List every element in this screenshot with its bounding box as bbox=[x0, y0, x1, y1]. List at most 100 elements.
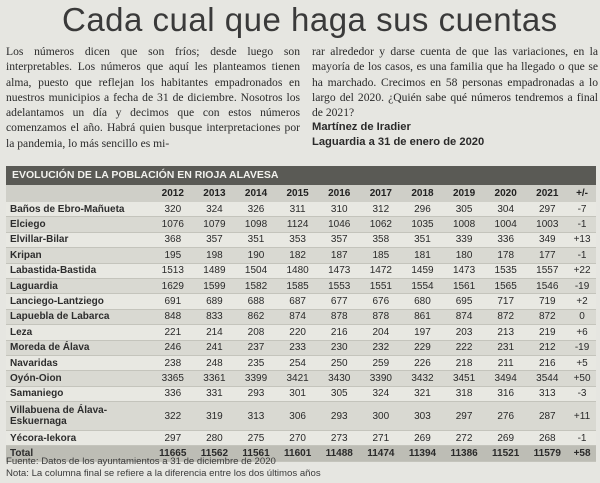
table-cell: 180 bbox=[443, 247, 485, 264]
table-cell: 319 bbox=[193, 401, 236, 432]
table-cell: 3494 bbox=[484, 370, 527, 387]
table-cell: 351 bbox=[235, 232, 277, 249]
table-cell: 1585 bbox=[276, 278, 319, 295]
table-cell: 3430 bbox=[318, 370, 361, 387]
table-cell: 1504 bbox=[235, 263, 277, 279]
table-cell: 687 bbox=[276, 293, 319, 310]
table-cell: 878 bbox=[360, 309, 402, 326]
table-cell: 216 bbox=[526, 355, 569, 372]
table-cell: 316 bbox=[484, 386, 527, 403]
table-cell: 254 bbox=[276, 355, 319, 372]
table-cell: 1003 bbox=[526, 216, 569, 233]
table-cell: -19 bbox=[568, 278, 596, 295]
table-cell: 293 bbox=[235, 386, 277, 403]
table-cell: 861 bbox=[401, 309, 444, 326]
table-cell: 212 bbox=[526, 340, 569, 356]
table-cell: 336 bbox=[152, 386, 194, 403]
header-col: 2015 bbox=[276, 185, 319, 202]
population-table: EVOLUCIÓN DE LA POBLACIÓN EN RIOJA ALAVE… bbox=[6, 166, 596, 462]
table-cell: +50 bbox=[568, 370, 596, 387]
table-cell: 305 bbox=[443, 202, 485, 218]
table-cell: 874 bbox=[443, 309, 485, 326]
table-cell: 3421 bbox=[276, 370, 319, 387]
table-cell: 1046 bbox=[318, 216, 361, 233]
table-cell: -3 bbox=[568, 386, 596, 403]
table-cell: 878 bbox=[318, 309, 361, 326]
table-cell: 1546 bbox=[526, 278, 569, 295]
table-cell: 872 bbox=[526, 309, 569, 326]
table-cell: 1582 bbox=[235, 278, 277, 295]
municipality-name: Elciego bbox=[6, 216, 152, 233]
table-cell: 300 bbox=[360, 401, 402, 432]
table-row: Lanciego-Lantziego 691 689 688 687 677 676 680 6… bbox=[6, 293, 596, 310]
header-municipality bbox=[6, 185, 152, 202]
table-cell: 11394 bbox=[401, 445, 444, 462]
table-cell: 271 bbox=[360, 430, 402, 447]
table-cell: 11488 bbox=[318, 445, 361, 462]
article-column-2: rar alrededor y darse cuenta de que las … bbox=[312, 44, 598, 150]
table-cell: 358 bbox=[360, 232, 402, 249]
table-row: Laguardia 1629 1599 1582 1585 1553 1551 1554 156… bbox=[6, 278, 596, 295]
table-cell: 248 bbox=[193, 355, 236, 372]
table-cell: 312 bbox=[360, 202, 402, 218]
table-cell: 3390 bbox=[360, 370, 402, 387]
table-cell: 1472 bbox=[360, 263, 402, 279]
table-cell: 3361 bbox=[193, 370, 236, 387]
municipality-name: Lapuebla de Labarca bbox=[6, 309, 152, 326]
header-col: 2019 bbox=[443, 185, 485, 202]
table-row: Oyón-Oion 3365 3361 3399 3421 3430 3390 3432 345… bbox=[6, 370, 596, 387]
table-cell: 1513 bbox=[152, 263, 194, 279]
table-cell: 0 bbox=[568, 309, 596, 326]
municipality-name: Oyón-Oion bbox=[6, 370, 152, 387]
table-cell: 1008 bbox=[443, 216, 485, 233]
table-cell: 1062 bbox=[360, 216, 402, 233]
table-cell: 198 bbox=[193, 247, 236, 264]
header-col: 2018 bbox=[401, 185, 444, 202]
table-cell: 680 bbox=[401, 293, 444, 310]
table-cell: 833 bbox=[193, 309, 236, 326]
header-col: 2014 bbox=[235, 185, 277, 202]
table-cell: 3432 bbox=[401, 370, 444, 387]
table-cell: 181 bbox=[401, 247, 444, 264]
table-cell: 848 bbox=[152, 309, 194, 326]
header-col: 2013 bbox=[193, 185, 236, 202]
table-cell: 3399 bbox=[235, 370, 277, 387]
table-cell: 1553 bbox=[318, 278, 361, 295]
article-body: Los números dicen que son fríos; desde l… bbox=[6, 44, 598, 164]
table-cell: 297 bbox=[443, 401, 485, 432]
table-cell: 695 bbox=[443, 293, 485, 310]
table-cell: 311 bbox=[276, 202, 319, 218]
footnotes: Fuente: Datos de los ayuntamientos a 31 … bbox=[6, 456, 596, 480]
table-cell: 187 bbox=[318, 247, 361, 264]
table-cell: 297 bbox=[152, 430, 194, 447]
table-cell: 11521 bbox=[484, 445, 527, 462]
table-cell: 676 bbox=[360, 293, 402, 310]
table-cell: 689 bbox=[193, 293, 236, 310]
header-col: 2017 bbox=[360, 185, 402, 202]
municipality-name: Kripan bbox=[6, 247, 152, 264]
table-cell: +6 bbox=[568, 324, 596, 341]
table-cell: 1076 bbox=[152, 216, 194, 233]
table-cell: 235 bbox=[235, 355, 277, 372]
table-cell: 305 bbox=[318, 386, 361, 403]
table-cell: 688 bbox=[235, 293, 277, 310]
table-row: Yécora-Iekora 297 280 275 270 273 271 269 272 269… bbox=[6, 430, 596, 447]
table-cell: +5 bbox=[568, 355, 596, 372]
table-cell: 219 bbox=[526, 324, 569, 341]
table-cell: 233 bbox=[276, 340, 319, 356]
table-cell: 297 bbox=[526, 202, 569, 218]
table-cell: 3544 bbox=[526, 370, 569, 387]
table-cell: 287 bbox=[526, 401, 569, 432]
table-cell: 1473 bbox=[318, 263, 361, 279]
table-cell: 182 bbox=[276, 247, 319, 264]
table-cell: 197 bbox=[401, 324, 444, 341]
table-cell: -1 bbox=[568, 247, 596, 264]
table-cell: 1098 bbox=[235, 216, 277, 233]
table-title: EVOLUCIÓN DE LA POBLACIÓN EN RIOJA ALAVE… bbox=[6, 166, 596, 185]
table-body: Baños de Ebro-Mañueta 320 324 326 311 310 312 2… bbox=[6, 202, 596, 462]
table-cell: 214 bbox=[193, 324, 236, 341]
municipality-name: Total bbox=[6, 445, 152, 462]
table-cell: 246 bbox=[152, 340, 194, 356]
table-cell: 1124 bbox=[276, 216, 319, 233]
table-cell: 339 bbox=[443, 232, 485, 249]
